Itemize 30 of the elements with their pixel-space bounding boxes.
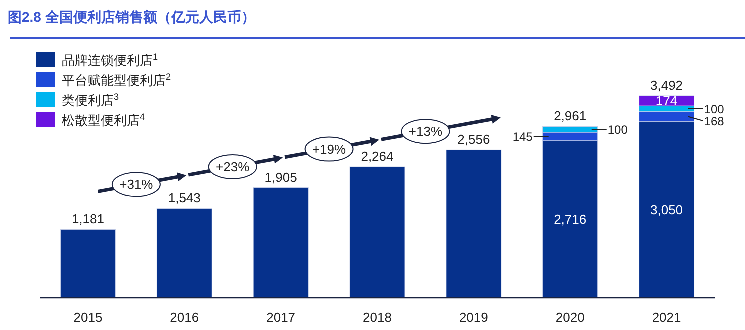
x-tick-label: 2016 — [170, 310, 200, 325]
data-label: 100 — [704, 102, 725, 116]
data-label: 145 — [512, 130, 534, 144]
total-label: 1,543 — [168, 190, 201, 206]
total-label: 2,556 — [458, 132, 490, 148]
total-label: 3,492 — [650, 78, 684, 93]
legend-label: 类便利店$^{3}$ — [62, 92, 120, 108]
data-label: 100 — [608, 123, 628, 138]
data-label: 168 — [704, 114, 725, 128]
annotation: +23% — [216, 159, 250, 174]
chart-title: 图2.8 全国便利店销售额（亿元人民币） — [8, 9, 256, 25]
total-label: 1,905 — [264, 170, 298, 185]
total-label: 2,961 — [554, 108, 587, 124]
data-label: 3,050 — [650, 202, 684, 218]
x-tick-label: 2015 — [74, 310, 103, 325]
legend-label: 品牌连锁便利店$^{1}$ — [62, 52, 158, 68]
data-label: 174 — [656, 94, 678, 109]
total-label: 2,264 — [361, 149, 394, 164]
x-tick-label: 2021 — [652, 310, 682, 325]
annotation: +31% — [120, 177, 154, 192]
x-tick-label: 2017 — [266, 310, 296, 325]
legend-label: 平台赋能型便利店$^{2}$ — [62, 72, 172, 88]
x-tick-label: 2020 — [556, 310, 585, 325]
x-tick-label: 2019 — [459, 310, 488, 325]
x-tick-label: 2018 — [363, 310, 392, 325]
data-label: 2,716 — [554, 212, 587, 227]
annotation: +19% — [312, 142, 347, 157]
legend-label: 松散型便利店$^{4}$ — [62, 112, 146, 128]
annotation: +13% — [408, 124, 443, 140]
total-label: 1,181 — [72, 212, 104, 227]
